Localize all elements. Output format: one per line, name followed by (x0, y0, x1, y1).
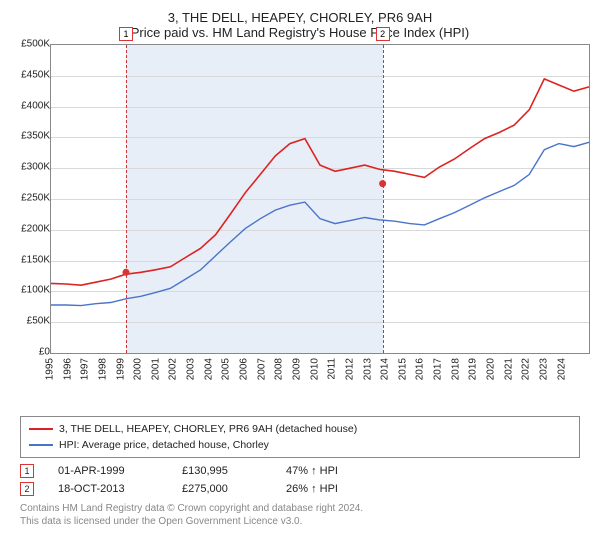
y-tick: £0 (10, 347, 50, 358)
row-price: £275,000 (182, 483, 262, 495)
x-tick: 2003 (186, 358, 197, 380)
transaction-row: 1 01-APR-1999 £130,995 47% ↑ HPI (20, 464, 580, 478)
y-tick: £200K (10, 223, 50, 234)
x-tick: 1999 (115, 358, 126, 380)
x-tick: 2017 (433, 358, 444, 380)
x-tick: 2002 (168, 358, 179, 380)
x-tick: 2010 (309, 358, 320, 380)
x-tick: 2005 (221, 358, 232, 380)
chart-marker: 2 (376, 27, 390, 41)
chart-lines (51, 45, 589, 353)
row-marker: 1 (20, 464, 34, 478)
row-date: 01-APR-1999 (58, 465, 158, 477)
y-tick: £300K (10, 162, 50, 173)
y-tick: £350K (10, 131, 50, 142)
x-axis: 1995199619971998199920002001200220032004… (50, 354, 590, 414)
legend-item: HPI: Average price, detached house, Chor… (29, 437, 571, 453)
y-tick: £150K (10, 254, 50, 265)
x-tick: 2019 (468, 358, 479, 380)
x-tick: 1995 (45, 358, 56, 380)
x-tick: 2015 (397, 358, 408, 380)
footer: Contains HM Land Registry data © Crown c… (20, 502, 580, 528)
x-tick: 2013 (362, 358, 373, 380)
y-tick: £250K (10, 193, 50, 204)
x-tick: 2021 (503, 358, 514, 380)
x-tick: 1996 (62, 358, 73, 380)
x-tick: 2004 (203, 358, 214, 380)
row-pct: 47% ↑ HPI (286, 465, 406, 477)
x-tick: 2016 (415, 358, 426, 380)
x-tick: 2022 (521, 358, 532, 380)
x-tick: 2009 (291, 358, 302, 380)
x-tick: 2008 (274, 358, 285, 380)
y-tick: £400K (10, 100, 50, 111)
row-pct: 26% ↑ HPI (286, 483, 406, 495)
y-tick: £50K (10, 316, 50, 327)
row-date: 18-OCT-2013 (58, 483, 158, 495)
x-tick: 2014 (380, 358, 391, 380)
legend-item: 3, THE DELL, HEAPEY, CHORLEY, PR6 9AH (d… (29, 421, 571, 437)
x-tick: 1998 (97, 358, 108, 380)
row-price: £130,995 (182, 465, 262, 477)
x-tick: 2006 (239, 358, 250, 380)
x-tick: 2012 (344, 358, 355, 380)
legend: 3, THE DELL, HEAPEY, CHORLEY, PR6 9AH (d… (20, 416, 580, 458)
footer-line-1: Contains HM Land Registry data © Crown c… (20, 502, 580, 515)
plot-area: 12 (50, 44, 590, 354)
title-line-2: Price paid vs. HM Land Registry's House … (10, 25, 590, 40)
y-tick: £100K (10, 285, 50, 296)
chart-marker: 1 (119, 27, 133, 41)
x-tick: 2018 (450, 358, 461, 380)
row-marker: 2 (20, 482, 34, 496)
y-tick: £450K (10, 69, 50, 80)
x-tick: 2000 (133, 358, 144, 380)
price-chart: £0 £50K £100K £150K £200K £250K £300K £350K £400… (10, 44, 590, 414)
x-tick: 2001 (150, 358, 161, 380)
x-tick: 2023 (538, 358, 549, 380)
footer-line-2: This data is licensed under the Open Gov… (20, 515, 580, 528)
x-tick: 2024 (556, 358, 567, 380)
y-axis: £0£50K£100K£150K£200K£250K£300K£350K£400… (10, 44, 50, 354)
y-tick: £500K (10, 39, 50, 50)
x-tick: 2007 (256, 358, 267, 380)
x-tick: 2011 (327, 358, 338, 380)
x-tick: 1997 (80, 358, 91, 380)
title-line-1: 3, THE DELL, HEAPEY, CHORLEY, PR6 9AH (10, 10, 590, 25)
x-tick: 2020 (485, 358, 496, 380)
transaction-row: 2 18-OCT-2013 £275,000 26% ↑ HPI (20, 482, 580, 496)
transaction-rows: 1 01-APR-1999 £130,995 47% ↑ HPI 2 18-OCT-201… (20, 464, 580, 496)
